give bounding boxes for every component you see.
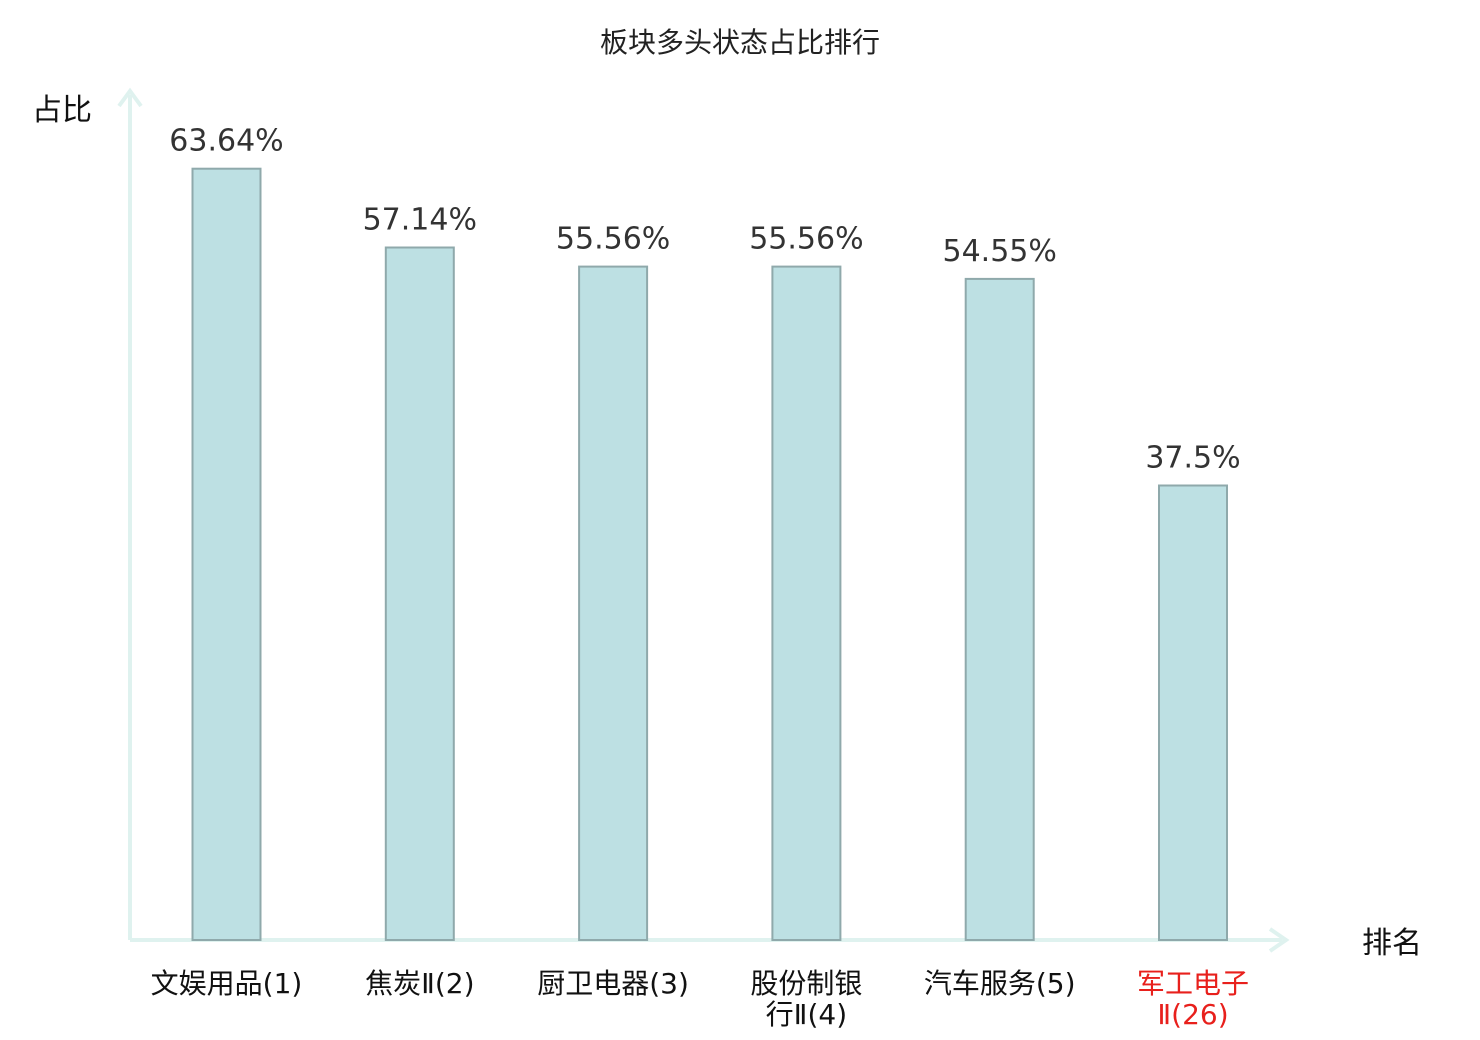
bar-4 [771, 265, 842, 942]
x-axis-arrow [1268, 927, 1290, 953]
chart-title: 板块多头状态占比排行 [600, 26, 880, 59]
bar-3 [578, 265, 649, 942]
bars [191, 167, 1228, 942]
x-tick-label-6-line-2: Ⅱ(26) [1157, 998, 1228, 1031]
value-label-3: 55.56% [556, 222, 670, 257]
x-tick-label-1: 文娱用品(1) [151, 967, 303, 1000]
value-label-4: 55.56% [749, 222, 863, 257]
value-label-5: 54.55% [943, 234, 1057, 269]
y-axis-label: 占比 [32, 93, 92, 128]
value-labels: 63.64% 57.14% 55.56% 55.56% 54.55% 37.5% [169, 124, 1240, 476]
axes [117, 87, 1290, 953]
x-tick-label-4-line-1: 股份制银 [750, 967, 862, 1000]
x-tick-label-6-line-1: 军工电子 [1137, 967, 1249, 1000]
x-axis-label: 排名 [1362, 926, 1422, 961]
bar-5 [964, 277, 1035, 941]
bar-6 [1158, 484, 1228, 941]
bar-1 [191, 167, 262, 941]
x-tick-label-3: 厨卫电器(3) [537, 967, 689, 1000]
value-label-1: 63.64% [169, 124, 283, 159]
y-axis-arrow [117, 87, 143, 108]
x-tick-label-4-line-2: 行Ⅱ(4) [766, 998, 847, 1031]
value-label-6: 37.5% [1145, 441, 1240, 476]
x-tick-label-2: 焦炭Ⅱ(2) [365, 967, 474, 1000]
bar-2 [384, 246, 455, 941]
x-tick-label-5: 汽车服务(5) [924, 967, 1076, 1000]
value-label-2: 57.14% [363, 203, 477, 238]
